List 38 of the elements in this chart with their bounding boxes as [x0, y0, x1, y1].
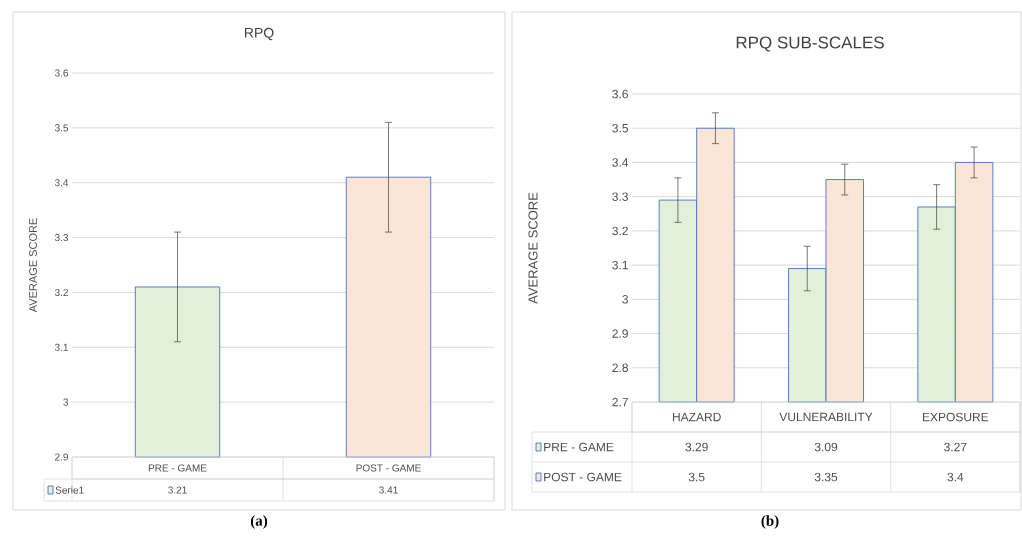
- y-tick-label: 3.2: [612, 226, 628, 236]
- y-tick-label: 3.4: [612, 158, 629, 167]
- legend-label: POST - GAME: [544, 472, 622, 482]
- y-tick-label: 3.3: [54, 234, 69, 242]
- data-label: 3.41: [379, 486, 398, 494]
- y-tick-label: 3.1: [612, 260, 628, 270]
- legend-label: Serie1: [55, 486, 84, 494]
- data-label: 3.5: [688, 472, 705, 482]
- data-label: 3.29: [685, 442, 708, 452]
- x-tick-label: EXPOSURE: [922, 412, 989, 422]
- y-tick-label: 3.3: [612, 192, 628, 201]
- data-label: 3.35: [814, 472, 838, 482]
- data-label: 3.4: [947, 472, 964, 482]
- y-tick-label: 2.8: [612, 363, 628, 373]
- text: (b): [761, 515, 779, 529]
- y-tick-label: 3.6: [612, 89, 628, 99]
- y-axis-title: AVERAGE SCORE: [528, 192, 538, 304]
- x-tick-label: VULNERABILITY: [779, 412, 873, 422]
- y-tick-label: 3.4: [54, 179, 69, 187]
- chart-title: RPQ: [244, 27, 274, 41]
- y-tick-label: 3.5: [54, 124, 69, 132]
- chart-title: RPQ SUB-SCALES: [736, 36, 884, 52]
- y-tick-label: 2.7: [612, 397, 628, 407]
- y-tick-label: 3: [622, 295, 628, 304]
- y-tick-label: 3: [63, 398, 69, 406]
- y-tick-label: 3.6: [54, 69, 69, 77]
- legend-label: PRE - GAME: [544, 442, 614, 452]
- text: (a): [250, 515, 268, 529]
- x-tick-label: HAZARD: [672, 412, 721, 422]
- data-label: 3.27: [944, 442, 967, 452]
- data-label: 3.21: [168, 486, 187, 494]
- y-tick-label: 2.9: [55, 453, 69, 461]
- y-tick-label: 3.2: [54, 288, 68, 296]
- y-tick-label: 2.9: [612, 329, 628, 338]
- y-axis-title: AVERAGE SCORE: [29, 218, 37, 313]
- y-tick-label: 3.5: [612, 123, 628, 133]
- y-tick-label: 3.1: [54, 343, 68, 351]
- data-label: 3.09: [814, 442, 838, 452]
